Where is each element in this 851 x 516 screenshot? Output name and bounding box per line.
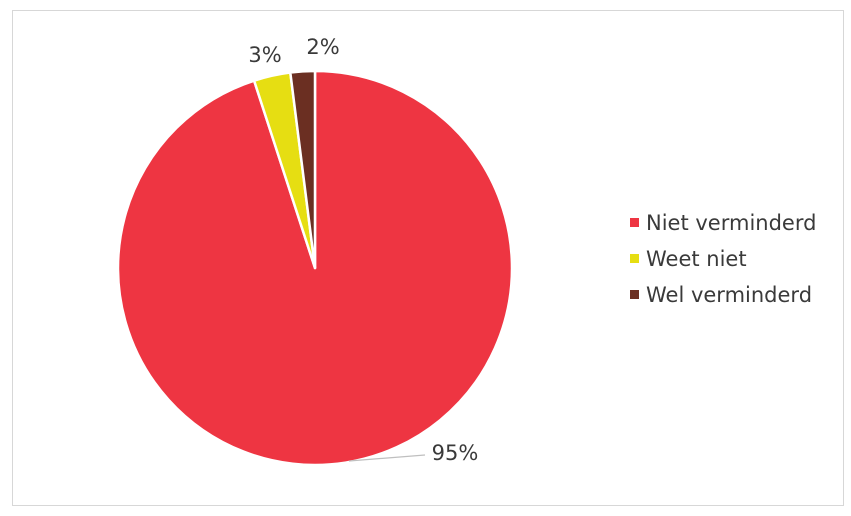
legend-swatch xyxy=(630,218,639,227)
legend-label: Weet niet xyxy=(646,246,747,271)
legend-item-weet-niet: Weet niet xyxy=(630,244,845,273)
data-label: 2% xyxy=(306,35,339,59)
data-label: 3% xyxy=(248,43,281,67)
leader-line xyxy=(348,454,426,462)
legend-item-niet-verminderd: Niet verminderd xyxy=(630,208,845,237)
legend-label: Wel verminderd xyxy=(646,282,813,307)
data-label: 95% xyxy=(432,441,479,465)
legend-item-wel-verminderd: Wel verminderd xyxy=(630,280,845,309)
data-labels: 95% 3% 2% xyxy=(248,35,478,465)
legend-label: Niet verminderd xyxy=(646,210,817,235)
legend-swatch xyxy=(630,254,639,263)
pie-slices xyxy=(116,69,514,467)
leader-lines xyxy=(348,454,426,462)
legend-swatch xyxy=(630,290,639,299)
legend: Niet verminderd Weet niet Wel verminderd xyxy=(630,208,845,316)
pie-slice-wel-verminderd xyxy=(289,69,317,270)
